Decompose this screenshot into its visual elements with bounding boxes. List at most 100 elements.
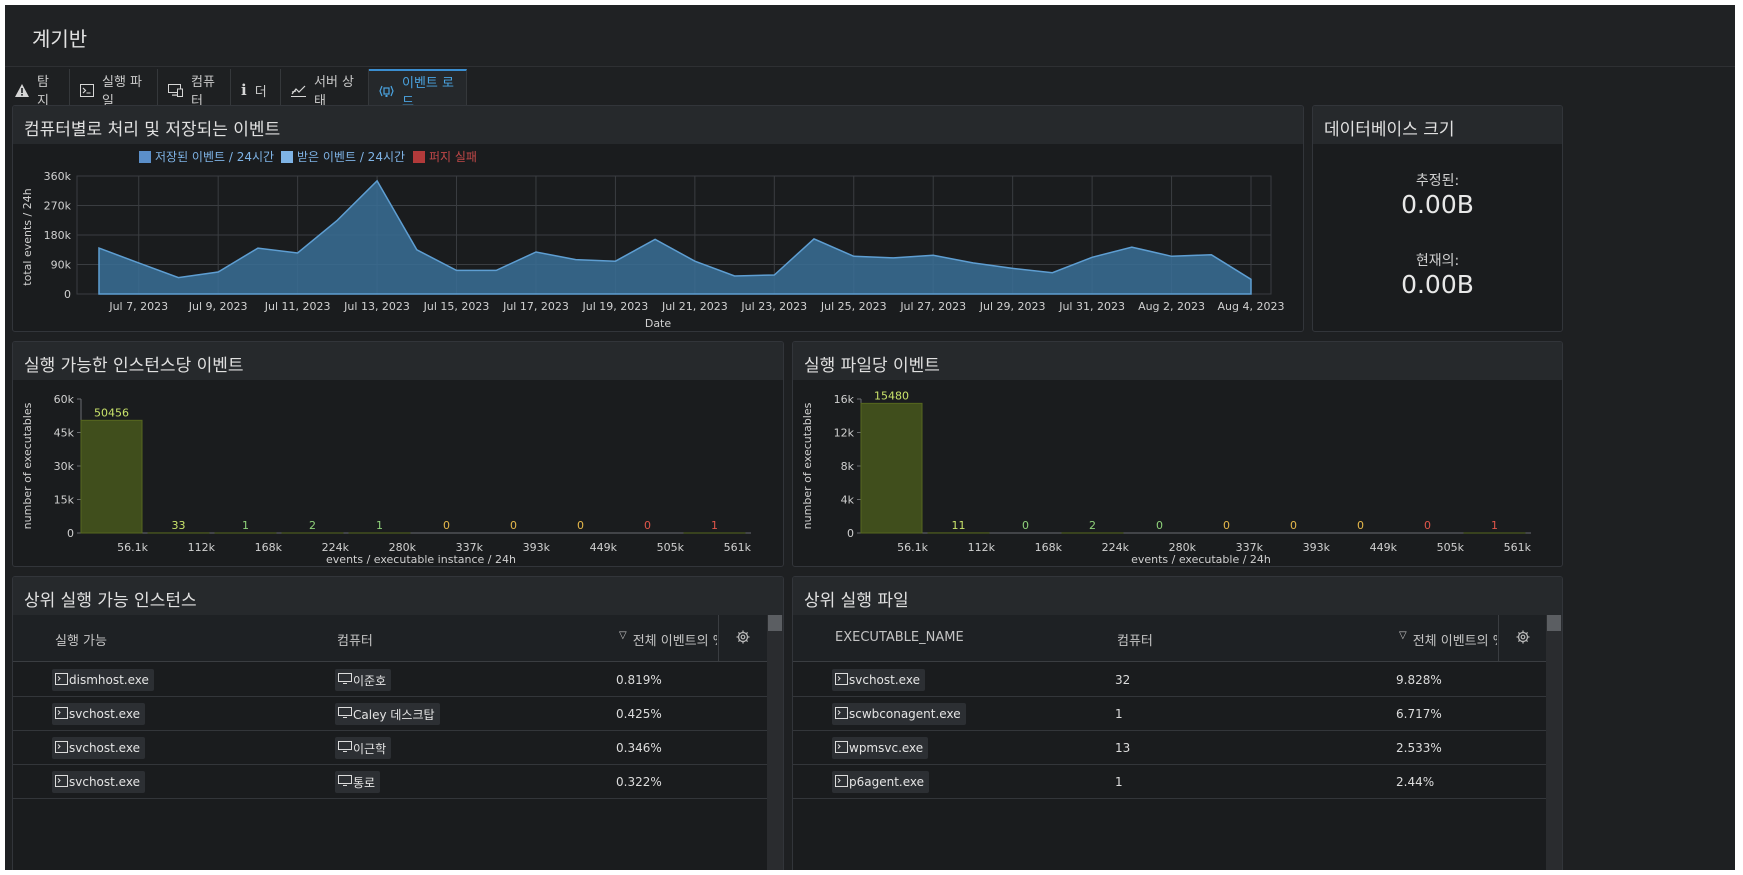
y-tick-label: 0	[64, 288, 71, 301]
page-title: 계기반	[32, 27, 88, 51]
vertical-scrollbar[interactable]	[1546, 615, 1562, 870]
tab-detection[interactable]: 탐지	[5, 69, 70, 111]
percent-cell: 0.322%	[616, 775, 662, 789]
executable-chip[interactable]: p6agent.exe	[832, 771, 930, 793]
terminal-icon	[835, 774, 848, 790]
panel-title: 상위 실행 가능 인스턴스	[24, 591, 197, 611]
x-tick-label: Jul 19, 2023	[582, 300, 649, 313]
server-status-icon	[291, 84, 306, 97]
terminal-icon	[55, 672, 68, 688]
legend-stored-label[interactable]: 저장된 이벤트 / 24시간	[155, 150, 274, 164]
histogram-bar[interactable]	[860, 402, 923, 534]
percent-cell: 6.717%	[1396, 707, 1442, 721]
title-bar: 계기반	[5, 5, 1735, 67]
current-label: 현재의:	[1415, 253, 1460, 269]
y-axis-label: total events / 24h	[21, 188, 34, 285]
panel-header: 실행 가능한 인스턴스당 이벤트	[13, 342, 783, 380]
executable-chip[interactable]: svchost.exe	[52, 771, 145, 793]
table-row[interactable]: svchost.exe 이근학 0.346%	[13, 731, 767, 765]
legend-swatch-received	[281, 151, 293, 163]
y-tick-label: 8k	[841, 460, 855, 473]
x-tick-label: Aug 4, 2023	[1218, 300, 1285, 313]
table-row[interactable]: dismhost.exe 이준호 0.819%	[13, 663, 767, 697]
sort-desc-icon: ▽	[619, 630, 627, 641]
tab-more[interactable]: i 더	[231, 69, 281, 111]
x-tick-label: 337k	[456, 541, 484, 554]
executable-chip[interactable]: scwbconagent.exe	[832, 703, 966, 725]
vertical-scrollbar[interactable]	[767, 615, 783, 870]
table-settings-button[interactable]	[1498, 615, 1546, 662]
x-tick-label: Jul 23, 2023	[740, 300, 807, 313]
monitor-icon	[338, 774, 352, 790]
bar-value-label: 0	[644, 519, 651, 532]
computer-chip[interactable]: 이근학	[335, 737, 392, 759]
percent-cell: 0.819%	[616, 673, 662, 687]
x-tick-label: 168k	[1035, 541, 1063, 554]
gear-icon	[1516, 629, 1530, 648]
computer-chip[interactable]: 통로	[335, 771, 381, 793]
percent-cell: 9.828%	[1396, 673, 1442, 687]
x-tick-label: 561k	[1504, 541, 1532, 554]
x-tick-label: Jul 13, 2023	[343, 300, 410, 313]
computer-chip[interactable]: 이준호	[335, 669, 392, 691]
x-tick-label: Jul 11, 2023	[264, 300, 331, 313]
current-value: 0.00B	[1401, 270, 1474, 299]
bar-value-label: 0	[1156, 519, 1163, 532]
table-row[interactable]: svchost.exe 32 9.828%	[793, 663, 1546, 697]
x-tick-label: 393k	[523, 541, 551, 554]
tab-computers[interactable]: 컴퓨터	[158, 69, 231, 111]
tab-computers-label: 컴퓨터	[191, 75, 215, 109]
table-row[interactable]: scwbconagent.exe 1 6.717%	[793, 697, 1546, 731]
column-header-executable-name[interactable]: EXECUTABLE_NAME	[835, 630, 964, 645]
column-header-percent[interactable]: ▽ 전체 이벤트의 %	[619, 630, 717, 649]
histogram-bar[interactable]	[80, 419, 143, 534]
legend-received-label[interactable]: 받은 이벤트 / 24시간	[297, 150, 405, 164]
executable-chip[interactable]: svchost.exe	[832, 669, 925, 691]
tab-bar: 탐지 실행 파일 컴퓨터 i 더 서버 상태 이벤트 로드	[5, 69, 1735, 111]
events-per-computer-panel: 컴퓨터별로 처리 및 저장되는 이벤트 저장된 이벤트 / 24시간 받은 이벤…	[12, 105, 1304, 332]
terminal-icon	[835, 672, 848, 688]
x-tick-label: 224k	[322, 541, 350, 554]
y-tick-label: 0	[847, 527, 854, 540]
scrollbar-thumb[interactable]	[768, 615, 782, 631]
legend-purge-failed-label[interactable]: 퍼지 실패	[429, 150, 477, 164]
bar-value-label: 1	[711, 519, 718, 532]
database-size-panel: 데이터베이스 크기 추정된: 0.00B 현재의: 0.00B	[1312, 105, 1563, 332]
table-row[interactable]: wpmsvc.exe 13 2.533%	[793, 731, 1546, 765]
x-tick-label: 112k	[968, 541, 996, 554]
monitor-icon	[338, 672, 352, 688]
executable-chip[interactable]: svchost.exe	[52, 703, 145, 725]
column-header-percent[interactable]: ▽ 전체 이벤트의 %	[1399, 630, 1497, 649]
table-row[interactable]: svchost.exe 통로 0.322%	[13, 765, 767, 799]
table-row[interactable]: svchost.exe Caley 데스크탑 0.425%	[13, 697, 767, 731]
scrollbar-thumb[interactable]	[1547, 615, 1561, 631]
x-axis-label: events / executable instance / 24h	[326, 553, 516, 566]
tab-server-status[interactable]: 서버 상태	[281, 69, 369, 111]
table-settings-button[interactable]	[718, 615, 766, 662]
tab-executables[interactable]: 실행 파일	[70, 69, 158, 111]
table-row[interactable]: p6agent.exe 1 2.44%	[793, 765, 1546, 799]
percent-cell: 0.346%	[616, 741, 662, 755]
bar-value-label: 0	[1290, 519, 1297, 532]
terminal-icon	[55, 740, 68, 756]
panel-title: 실행 파일당 이벤트	[804, 356, 940, 376]
computer-chip[interactable]: Caley 데스크탑	[335, 703, 440, 725]
column-header-executable[interactable]: 실행 가능	[55, 634, 107, 649]
dashboard-window: 계기반 탐지 실행 파일 컴퓨터 i 더 서버 상태 이벤트 로드 컴	[5, 5, 1735, 870]
executable-chip[interactable]: svchost.exe	[52, 737, 145, 759]
y-tick-label: 12k	[834, 427, 855, 440]
panel-header: 컴퓨터별로 처리 및 저장되는 이벤트	[13, 106, 1303, 144]
y-axis-label: number of executables	[21, 402, 34, 529]
tab-event-load[interactable]: 이벤트 로드	[369, 69, 467, 111]
column-header-computer[interactable]: 컴퓨터	[337, 634, 373, 649]
column-header-computer[interactable]: 컴퓨터	[1117, 634, 1153, 649]
sort-desc-icon: ▽	[1399, 630, 1407, 641]
executable-chip[interactable]: dismhost.exe	[52, 669, 154, 691]
executable-chip[interactable]: wpmsvc.exe	[832, 737, 929, 759]
bar-value-label: 0	[1357, 519, 1364, 532]
panel-header: 실행 파일당 이벤트	[793, 342, 1562, 380]
y-tick-label: 270k	[44, 200, 72, 213]
x-axis-label: events / executable / 24h	[1131, 553, 1271, 566]
x-tick-label: Jul 7, 2023	[108, 300, 168, 313]
